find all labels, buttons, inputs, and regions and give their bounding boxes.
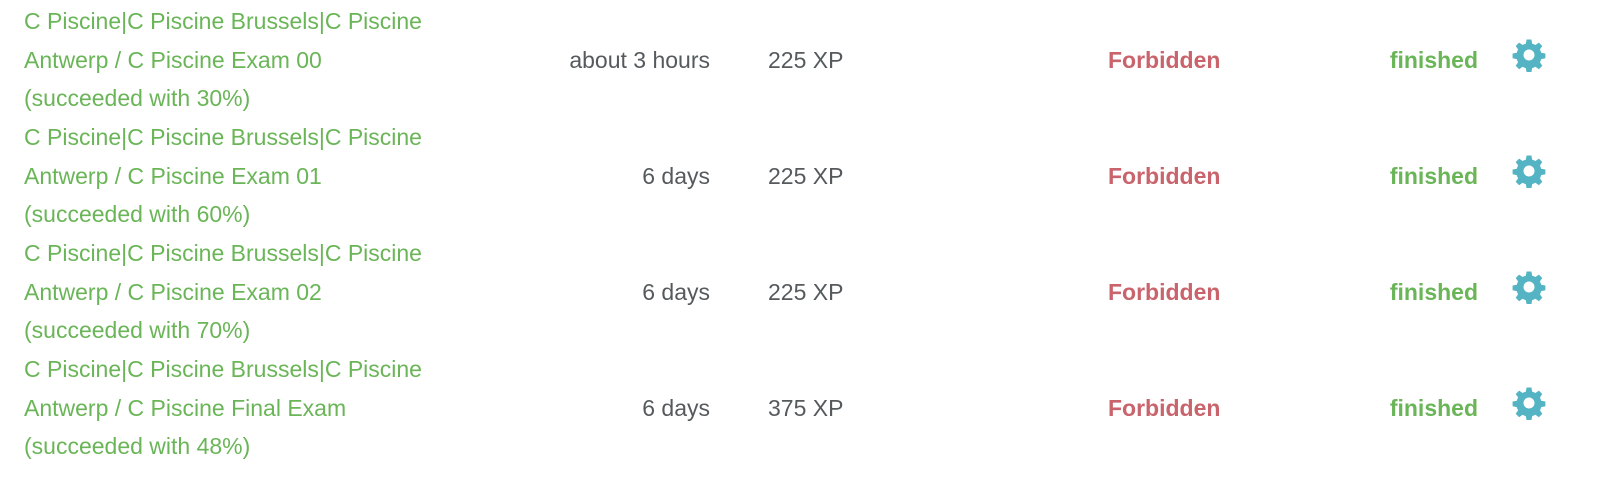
project-name-line: C Piscine|C Piscine Brussels|C Piscine (24, 356, 422, 382)
project-link[interactable]: C Piscine|C Piscine Brussels|C Piscine A… (24, 234, 444, 350)
gear-icon[interactable] (1512, 270, 1546, 304)
status-forbidden: Forbidden (1108, 47, 1221, 73)
status-forbidden: Forbidden (1108, 163, 1221, 189)
project-name-line: C Piscine|C Piscine Brussels|C Piscine (24, 8, 422, 34)
status-forbidden: Forbidden (1108, 395, 1221, 421)
table-row: C Piscine|C Piscine Brussels|C Piscine A… (0, 118, 1620, 238)
time-ago: 6 days (642, 395, 710, 421)
table-row: C Piscine|C Piscine Brussels|C Piscine A… (0, 2, 1620, 122)
time-ago: 6 days (642, 279, 710, 305)
xp-amount: 225 XP (768, 279, 844, 305)
project-name-line: C Piscine|C Piscine Brussels|C Piscine (24, 124, 422, 150)
state-finished: finished (1389, 163, 1478, 189)
time-ago: about 3 hours (569, 47, 710, 73)
project-link[interactable]: C Piscine|C Piscine Brussels|C Piscine A… (24, 350, 444, 466)
table-row: C Piscine|C Piscine Brussels|C Piscine A… (0, 350, 1620, 470)
gear-icon[interactable] (1512, 38, 1546, 72)
project-name-line: Antwerp / C Piscine Final Exam (24, 394, 347, 421)
state-finished: finished (1389, 47, 1478, 73)
project-name-line: C Piscine|C Piscine Brussels|C Piscine (24, 240, 422, 266)
xp-amount: 225 XP (768, 47, 844, 73)
state-finished: finished (1389, 395, 1478, 421)
project-name-line: Antwerp / C Piscine Exam 01 (24, 162, 322, 189)
project-link[interactable]: C Piscine|C Piscine Brussels|C Piscine A… (24, 118, 444, 234)
table-row: C Piscine|C Piscine Brussels|C Piscine A… (0, 234, 1620, 354)
project-result: (succeeded with 70%) (24, 317, 251, 343)
status-forbidden: Forbidden (1108, 279, 1221, 305)
project-result: (succeeded with 60%) (24, 201, 251, 227)
gear-icon[interactable] (1512, 386, 1546, 420)
project-result: (succeeded with 48%) (24, 433, 251, 459)
xp-amount: 375 XP (768, 395, 844, 421)
gear-icon[interactable] (1512, 154, 1546, 188)
project-result: (succeeded with 30%) (24, 85, 251, 111)
time-ago: 6 days (642, 163, 710, 189)
project-name-line: Antwerp / C Piscine Exam 00 (24, 46, 322, 73)
state-finished: finished (1389, 279, 1478, 305)
project-link[interactable]: C Piscine|C Piscine Brussels|C Piscine A… (24, 2, 444, 118)
xp-amount: 225 XP (768, 163, 844, 189)
project-name-line: Antwerp / C Piscine Exam 02 (24, 278, 322, 305)
